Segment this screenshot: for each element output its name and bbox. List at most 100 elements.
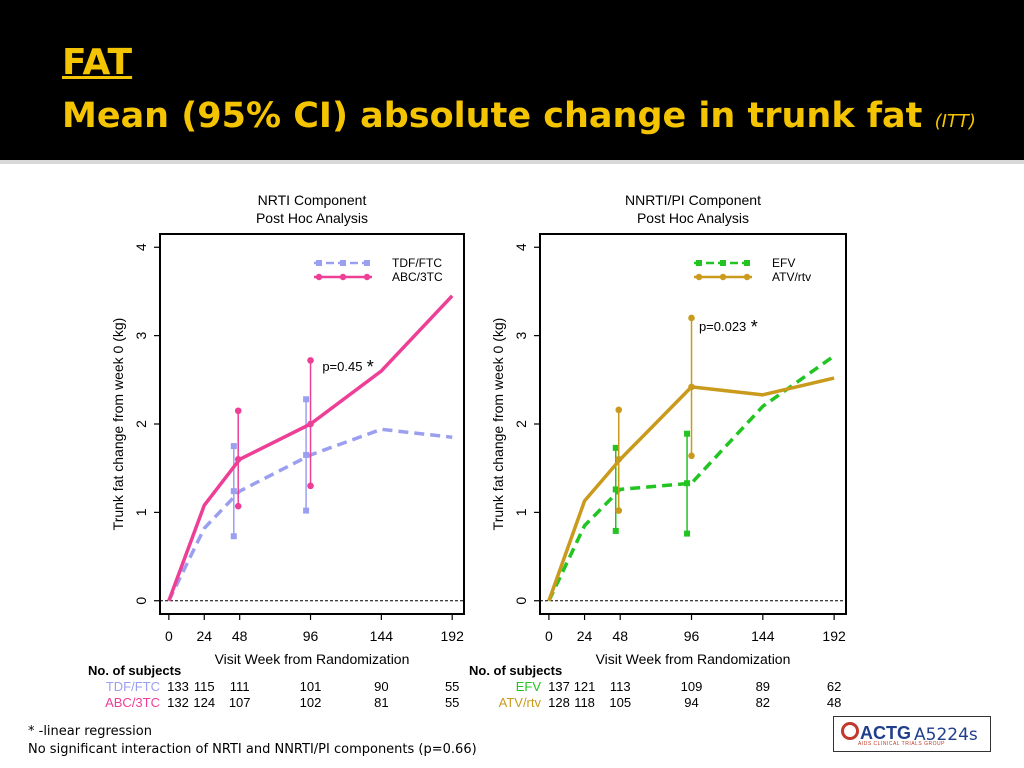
logo-ribbon-icon — [841, 722, 859, 740]
chart1-subjects-count: 90 — [374, 679, 388, 694]
chart2-series1-legend-marker — [720, 260, 726, 266]
chart1-series1-legend-marker — [340, 260, 346, 266]
chart1-subjects-header: No. of subjects — [88, 663, 181, 678]
chart2-series2-legend-label: ATV/rtv — [772, 270, 811, 284]
actg-logo: ACTG AIDS CLINICAL TRIALS GROUP A5224s — [833, 716, 991, 752]
chart1-y-tick-label: 0 — [133, 597, 149, 605]
chart2-series2-legend-marker — [719, 273, 727, 281]
chart2-subjects-count: 113 — [610, 679, 631, 694]
charts-area: NRTI Component Post Hoc Analysis 0 1 2 3 4 0 24 4… — [88, 192, 847, 710]
chart2-x-tick-label: 144 — [751, 628, 775, 644]
chart1-subjects-count: 115 — [194, 679, 215, 694]
chart2-series2-line — [547, 376, 835, 602]
chart2-subjects-count: 48 — [827, 695, 841, 710]
chart1-title: NRTI Component — [258, 192, 367, 208]
chart2-series2-legend-marker — [695, 273, 703, 281]
chart2-subjects-header: No. of subjects — [469, 663, 562, 678]
chart2-subjects-count: 128 — [548, 695, 570, 710]
chart1-series1-legend-marker — [364, 260, 370, 266]
chart2-series1-legend-marker — [696, 260, 702, 266]
chart1-x-tick-label: 144 — [370, 628, 394, 644]
chart1-series1-ci-marker — [230, 488, 237, 495]
subtitle-suffix: (ITT) — [934, 111, 976, 132]
chart2-subjects-count: 137 — [548, 679, 570, 694]
chart2-subtitle: Post Hoc Analysis — [637, 210, 749, 226]
chart1-subjects-count: 102 — [300, 695, 322, 710]
chart2-plot-frame — [539, 233, 847, 615]
chart2-series2-ci-marker — [688, 452, 695, 460]
chart1-series1-legend-label: TDF/FTC — [392, 256, 442, 270]
chart1-series2-ci-marker — [234, 456, 242, 463]
chart2-series1-ci-marker — [612, 444, 619, 451]
chart1-subjects-row-label: TDF/FTC — [106, 679, 160, 694]
footnote-regression: * -linear regression — [28, 724, 152, 739]
chart1-subjects-count: 133 — [167, 679, 189, 694]
chart1-x-tick-label: 96 — [303, 628, 319, 644]
chart1-series2-ci-marker — [234, 407, 242, 415]
chart2-subjects-count: 62 — [827, 679, 841, 694]
chart1-y-axis-label: Trunk fat change from week 0 (kg) — [110, 318, 126, 531]
chart2-series1-line — [547, 354, 836, 602]
chart2-y-tick-label: 4 — [513, 243, 529, 251]
chart2-y-tick-label: 2 — [513, 420, 529, 428]
chart1-y-tick-label: 3 — [133, 332, 149, 340]
chart2-series1-ci-marker — [612, 527, 619, 534]
chart2-subjects-count: 94 — [684, 695, 698, 710]
chart2-y-tick-label: 3 — [513, 332, 529, 340]
chart2-subjects-count: 118 — [574, 695, 595, 710]
chart1-y-tick-label: 2 — [133, 420, 149, 428]
chart1-x-tick-label: 192 — [441, 628, 465, 644]
slide-subtitle: Mean (95% CI) absolute change in trunk f… — [62, 96, 976, 136]
chart1-subjects-count: 81 — [374, 695, 388, 710]
chart2-series1-ci-marker — [684, 430, 691, 437]
chart2-series1-ci-marker — [684, 530, 691, 537]
chart1-series2-ci-marker — [307, 482, 314, 490]
chart1-subjects-count: 101 — [300, 679, 322, 694]
chart2-series1-ci-marker — [612, 486, 619, 493]
chart2-y-axis-label: Trunk fat change from week 0 (kg) — [490, 318, 506, 531]
chart2-x-axis-label: Visit Week from Randomization — [596, 651, 791, 667]
chart1-series1-ci-marker — [230, 533, 237, 540]
chart2-series1-ci-marker — [684, 480, 691, 487]
chart1-x-axis-label: Visit Week from Randomization — [215, 651, 410, 667]
chart1-series1-line — [167, 427, 453, 602]
chart2-p-value-star: * — [751, 317, 758, 337]
chart1-series1-ci-marker — [230, 443, 237, 450]
chart1-series1-ci-marker — [303, 507, 310, 514]
chart2-subjects-row-label: EFV — [516, 679, 542, 694]
chart2-x-tick-label: 48 — [612, 628, 628, 644]
chart1-p-value-annotation: p=0.45 — [322, 359, 362, 374]
chart2-series2-ci-marker — [615, 507, 623, 514]
header-divider — [0, 160, 1024, 164]
chart2-series2-ci-marker — [688, 314, 695, 322]
chart1-subjects-count: 55 — [445, 679, 459, 694]
chart2-subjects-row-label: ATV/rtv — [499, 695, 542, 710]
chart2-subjects-count: 121 — [574, 679, 596, 694]
chart2-series2-ci-marker — [615, 456, 623, 463]
chart1-series2-legend-marker — [363, 273, 371, 281]
chart2-x-tick-label: 192 — [822, 628, 846, 644]
chart1-x-tick-label: 48 — [232, 628, 248, 644]
chart2-subjects-count: 82 — [756, 695, 770, 710]
chart1-x-tick-label: 0 — [165, 628, 173, 644]
chart1-series1-ci-marker — [303, 451, 310, 458]
chart1-subjects-count: 124 — [193, 695, 215, 710]
chart2-title: NNRTI/PI Component — [625, 192, 761, 208]
chart1-subjects-count: 111 — [230, 679, 250, 694]
slide-header — [0, 0, 1024, 160]
logo-study-id: A5224s — [914, 725, 978, 745]
chart1-series2-ci-marker — [234, 502, 242, 510]
chart2-x-tick-label: 96 — [684, 628, 700, 644]
chart1-subtitle: Post Hoc Analysis — [256, 210, 368, 226]
chart1-series1-legend-marker — [316, 260, 322, 266]
chart1-subjects-count: 132 — [167, 695, 189, 710]
logo-text: ACTG — [860, 723, 911, 743]
chart1-y-tick-label: 1 — [133, 508, 149, 516]
chart1-p-value-star: * — [367, 357, 374, 377]
chart2-subjects-count: 89 — [756, 679, 770, 694]
chart1-series1-ci-marker — [303, 396, 310, 403]
chart2-subjects-count: 105 — [609, 695, 631, 710]
chart2-series2-ci-marker — [615, 406, 623, 414]
chart1-x-tick-label: 24 — [196, 628, 212, 644]
chart1-series2-ci-marker — [307, 357, 314, 364]
